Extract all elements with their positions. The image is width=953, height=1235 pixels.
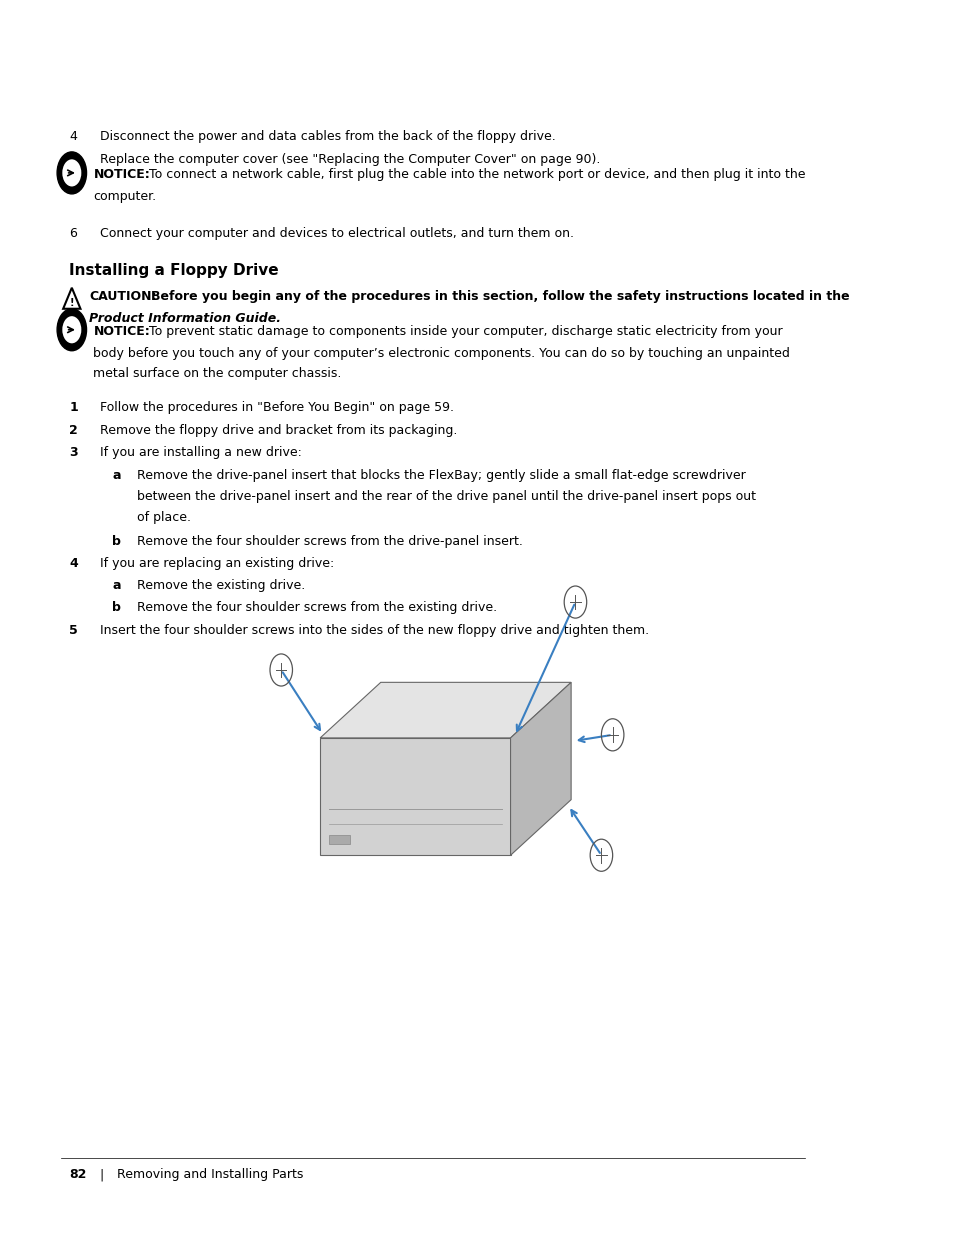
Text: NOTICE:: NOTICE:	[93, 168, 150, 182]
Text: Installing a Floppy Drive: Installing a Floppy Drive	[70, 263, 278, 278]
Text: Product Information Guide.: Product Information Guide.	[89, 312, 281, 326]
Polygon shape	[320, 683, 571, 739]
Text: |: |	[99, 1168, 104, 1182]
Circle shape	[62, 316, 81, 343]
Text: b: b	[112, 535, 121, 548]
Text: a: a	[112, 469, 121, 483]
Text: of place.: of place.	[136, 511, 191, 525]
Polygon shape	[510, 683, 571, 855]
Text: Replace the computer cover (see "Replacing the Computer Cover" on page 90).: Replace the computer cover (see "Replaci…	[99, 153, 599, 167]
Bar	[329, 835, 350, 844]
Text: 5: 5	[70, 624, 78, 637]
Circle shape	[57, 309, 87, 351]
Text: If you are installing a new drive:: If you are installing a new drive:	[99, 446, 301, 459]
Text: Disconnect the power and data cables from the back of the floppy drive.: Disconnect the power and data cables fro…	[99, 130, 555, 143]
Text: body before you touch any of your computer’s electronic components. You can do s: body before you touch any of your comput…	[93, 347, 789, 361]
Circle shape	[57, 152, 87, 194]
Text: If you are replacing an existing drive:: If you are replacing an existing drive:	[99, 557, 334, 571]
Text: 2: 2	[70, 424, 78, 437]
Text: !: !	[70, 298, 74, 308]
Text: Insert the four shoulder screws into the sides of the new floppy drive and tight: Insert the four shoulder screws into the…	[99, 624, 648, 637]
Text: Remove the drive-panel insert that blocks the FlexBay; gently slide a small flat: Remove the drive-panel insert that block…	[136, 469, 744, 483]
Text: computer.: computer.	[93, 190, 156, 204]
Text: Connect your computer and devices to electrical outlets, and turn them on.: Connect your computer and devices to ele…	[99, 227, 573, 241]
Text: between the drive-panel insert and the rear of the drive panel until the drive-p: between the drive-panel insert and the r…	[136, 490, 755, 504]
Text: Remove the four shoulder screws from the drive-panel insert.: Remove the four shoulder screws from the…	[136, 535, 522, 548]
Text: To prevent static damage to components inside your computer, discharge static el: To prevent static damage to components i…	[149, 325, 781, 338]
Text: Removing and Installing Parts: Removing and Installing Parts	[116, 1168, 303, 1182]
Text: Remove the existing drive.: Remove the existing drive.	[136, 579, 305, 593]
Circle shape	[62, 159, 81, 186]
Text: CAUTION:: CAUTION:	[89, 290, 156, 304]
Text: Remove the four shoulder screws from the existing drive.: Remove the four shoulder screws from the…	[136, 601, 497, 615]
Text: 3: 3	[70, 446, 78, 459]
Text: 4: 4	[70, 130, 77, 143]
Text: a: a	[112, 579, 121, 593]
Text: To connect a network cable, first plug the cable into the network port or device: To connect a network cable, first plug t…	[149, 168, 804, 182]
Text: 5: 5	[70, 153, 77, 167]
Text: b: b	[112, 601, 121, 615]
Text: 6: 6	[70, 227, 77, 241]
Text: NOTICE:: NOTICE:	[93, 325, 150, 338]
Polygon shape	[320, 739, 510, 855]
Text: Remove the floppy drive and bracket from its packaging.: Remove the floppy drive and bracket from…	[99, 424, 456, 437]
Text: Before you begin any of the procedures in this section, follow the safety instru: Before you begin any of the procedures i…	[152, 290, 849, 304]
Text: 82: 82	[70, 1168, 87, 1182]
Text: 1: 1	[70, 401, 78, 415]
Text: 4: 4	[70, 557, 78, 571]
Text: Follow the procedures in "Before You Begin" on page 59.: Follow the procedures in "Before You Beg…	[99, 401, 453, 415]
Text: metal surface on the computer chassis.: metal surface on the computer chassis.	[93, 367, 341, 380]
